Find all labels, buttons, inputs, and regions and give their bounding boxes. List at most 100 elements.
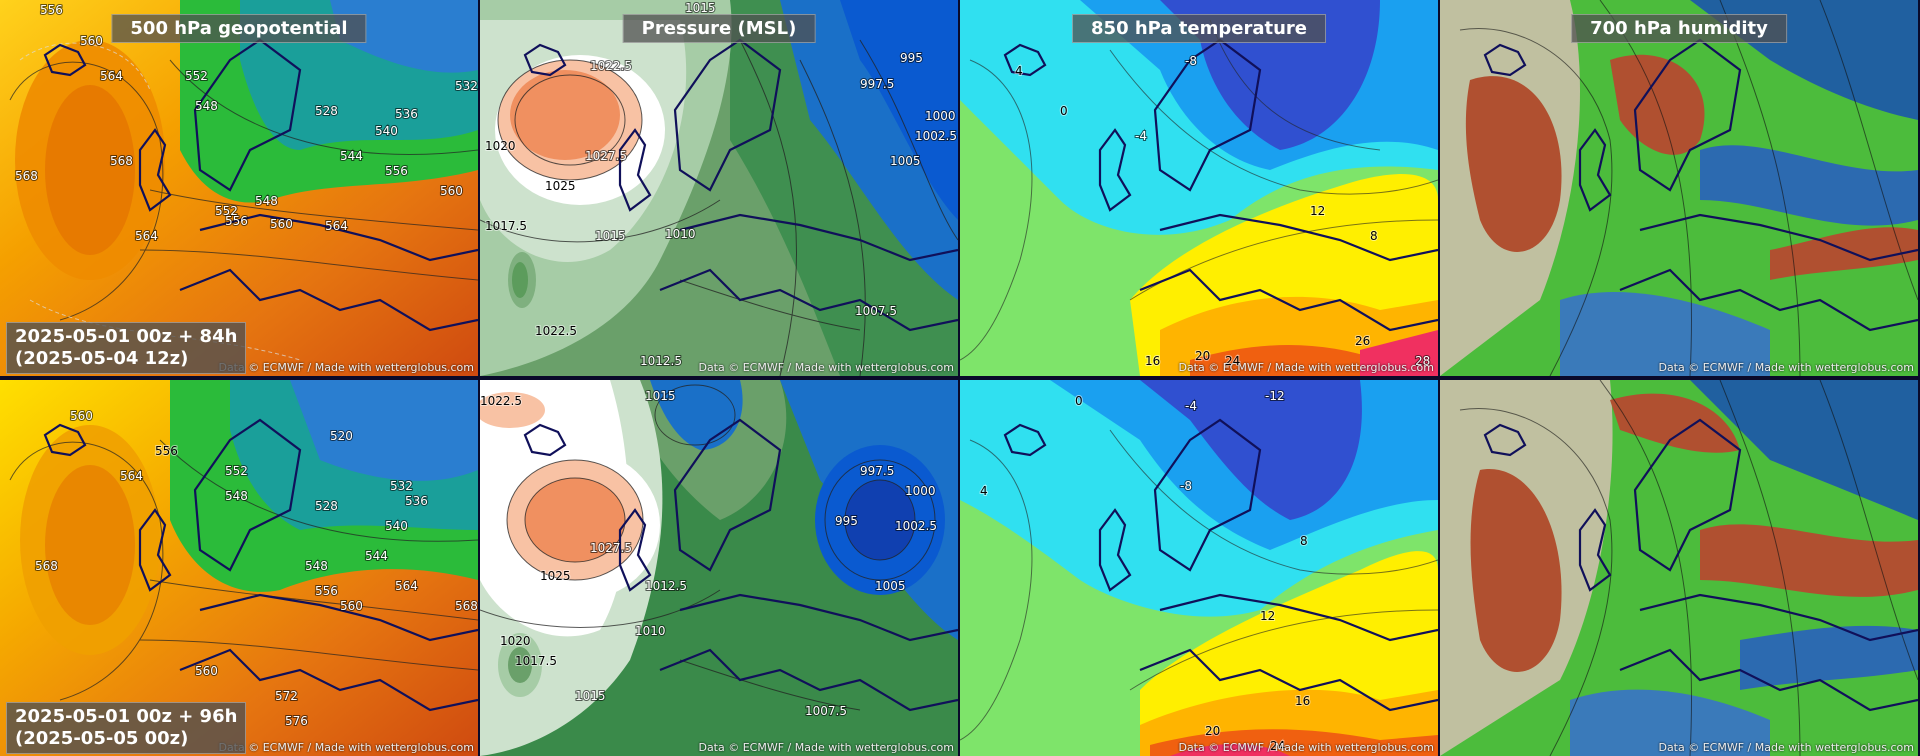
contour-label: 8 [1300, 534, 1308, 548]
run-time-label: 2025-05-01 00z + 96h (2025-05-05 00z) [6, 702, 247, 754]
contour-label: -8 [1180, 479, 1192, 493]
contour-label: 1010 [635, 624, 666, 638]
contour-label: 560 [70, 409, 93, 423]
panel-temperature-bottom[interactable]: 0 -4 -8 -12 4 8 12 16 20 24 Data © ECMWF… [960, 380, 1438, 756]
panel-pressure-bottom[interactable]: 1022.5 1025 1027.5 1020 1017.5 1015 1012… [480, 380, 958, 756]
contour-label: 1017.5 [485, 219, 527, 233]
panel-temperature-top[interactable]: 4 0 -4 -8 8 12 16 20 24 26 28 850 hPa te… [960, 0, 1438, 376]
contour-label: -4 [1185, 399, 1197, 413]
contour-label: 1015 [645, 389, 676, 403]
contour-label: -12 [1265, 389, 1285, 403]
contour-label: 995 [900, 51, 923, 65]
contour-label: 544 [365, 549, 388, 563]
contour-label: 16 [1145, 354, 1160, 368]
temperature-map: 0 -4 -8 -12 4 8 12 16 20 24 [960, 380, 1438, 756]
contour-label: 568 [35, 559, 58, 573]
panel-humidity-top[interactable]: 700 hPa humidity Data © ECMWF / Made wit… [1440, 0, 1918, 376]
contour-label: 997.5 [860, 77, 894, 91]
pressure-map: 1022.5 1025 1027.5 1020 1017.5 1015 1012… [480, 0, 958, 376]
data-credit: Data © ECMWF / Made with wetterglobus.co… [1658, 361, 1914, 374]
contour-label: 8 [1370, 229, 1378, 243]
data-credit: Data © ECMWF / Made with wetterglobus.co… [1658, 741, 1914, 754]
contour-label: 1022.5 [590, 59, 632, 73]
panel-geopotential-bottom[interactable]: 560 556 564 568 552 548 544 540 536 532 … [0, 380, 478, 756]
contour-label: 544 [340, 149, 363, 163]
contour-label: 1020 [500, 634, 531, 648]
pressure-map: 1022.5 1025 1027.5 1020 1017.5 1015 1012… [480, 380, 958, 756]
contour-label: 1002.5 [895, 519, 937, 533]
geopotential-labels-top: 556 560 564 568 552 548 540 544 536 532 … [14, 2, 478, 244]
contour-label: 572 [275, 689, 298, 703]
contour-label: 536 [405, 494, 428, 508]
contour-label: 556 [315, 584, 338, 598]
contour-label: 556 [40, 3, 63, 17]
contour-label: -8 [1185, 54, 1197, 68]
contour-label: 1012.5 [645, 579, 687, 593]
contour-label: 556 [155, 444, 178, 458]
panel-title: Pressure (MSL) [622, 14, 816, 43]
run-init-forecast: 2025-05-01 00z + 96h [15, 706, 238, 727]
contour-label: 552 [225, 464, 248, 478]
contour-label: 0 [1075, 394, 1083, 408]
contour-label: 1012.5 [640, 354, 682, 368]
contour-label: 564 [120, 469, 143, 483]
contour-label: 1010 [665, 227, 696, 241]
contour-label: 1025 [545, 179, 576, 193]
contour-label: 995 [835, 514, 858, 528]
contour-label: 520 [330, 429, 353, 443]
contour-label: 24 [1270, 739, 1285, 753]
contour-label: 1015 [685, 1, 716, 15]
contour-label: 560 [270, 217, 293, 231]
data-credit: Data © ECMWF / Made with wetterglobus.co… [1178, 741, 1434, 754]
contour-label: 528 [315, 104, 338, 118]
contour-label: 12 [1260, 609, 1275, 623]
data-credit: Data © ECMWF / Made with wetterglobus.co… [1178, 361, 1434, 374]
contour-label: 548 [305, 559, 328, 573]
contour-label: 556 [225, 214, 248, 228]
panel-title: 700 hPa humidity [1571, 14, 1787, 43]
contour-label: 1027.5 [590, 541, 632, 555]
contour-label: 564 [395, 579, 418, 593]
panel-humidity-bottom[interactable]: Data © ECMWF / Made with wetterglobus.co… [1440, 380, 1918, 756]
contour-label: 1020 [485, 139, 516, 153]
panel-pressure-top[interactable]: 1022.5 1025 1027.5 1020 1017.5 1015 1012… [480, 0, 958, 376]
contour-label: 1000 [925, 109, 956, 123]
contour-label: 564 [135, 229, 158, 243]
data-credit: Data © ECMWF / Made with wetterglobus.co… [218, 741, 474, 754]
humidity-map [1440, 380, 1918, 756]
contour-label: 1027.5 [585, 149, 627, 163]
contour-label: 564 [100, 69, 123, 83]
contour-label: 20 [1205, 724, 1220, 738]
contour-label: 548 [255, 194, 278, 208]
panel-title: 500 hPa geopotential [111, 14, 367, 43]
contour-label: 552 [185, 69, 208, 83]
contour-label: 1015 [595, 229, 626, 243]
contour-label: 26 [1355, 334, 1370, 348]
contour-label: 12 [1310, 204, 1325, 218]
panel-geopotential-top[interactable]: 556 560 564 568 552 548 540 544 536 532 … [0, 0, 478, 376]
contour-label: 540 [385, 519, 408, 533]
contour-label: 532 [455, 79, 478, 93]
contour-label: 560 [80, 34, 103, 48]
valid-time: (2025-05-05 00z) [15, 728, 189, 749]
contour-label: 568 [110, 154, 133, 168]
geopotential-map: 556 560 564 568 552 548 540 544 536 532 … [0, 0, 478, 376]
data-credit: Data © ECMWF / Made with wetterglobus.co… [698, 361, 954, 374]
contour-label: 1017.5 [515, 654, 557, 668]
data-credit: Data © ECMWF / Made with wetterglobus.co… [218, 361, 474, 374]
contour-label: 548 [195, 99, 218, 113]
run-time-label: 2025-05-01 00z + 84h (2025-05-04 12z) [6, 322, 247, 374]
contour-label: 1007.5 [855, 304, 897, 318]
contour-label: 1005 [875, 579, 906, 593]
valid-time: (2025-05-04 12z) [15, 348, 189, 369]
contour-label: 564 [325, 219, 348, 233]
contour-label: 1002.5 [915, 129, 957, 143]
contour-label: 552 [215, 204, 238, 218]
data-credit: Data © ECMWF / Made with wetterglobus.co… [698, 741, 954, 754]
contour-label: 1007.5 [805, 704, 847, 718]
contour-label: 28 [1415, 354, 1430, 368]
contour-label: 560 [340, 599, 363, 613]
contour-label: 568 [455, 599, 478, 613]
contour-label: 997.5 [860, 464, 894, 478]
